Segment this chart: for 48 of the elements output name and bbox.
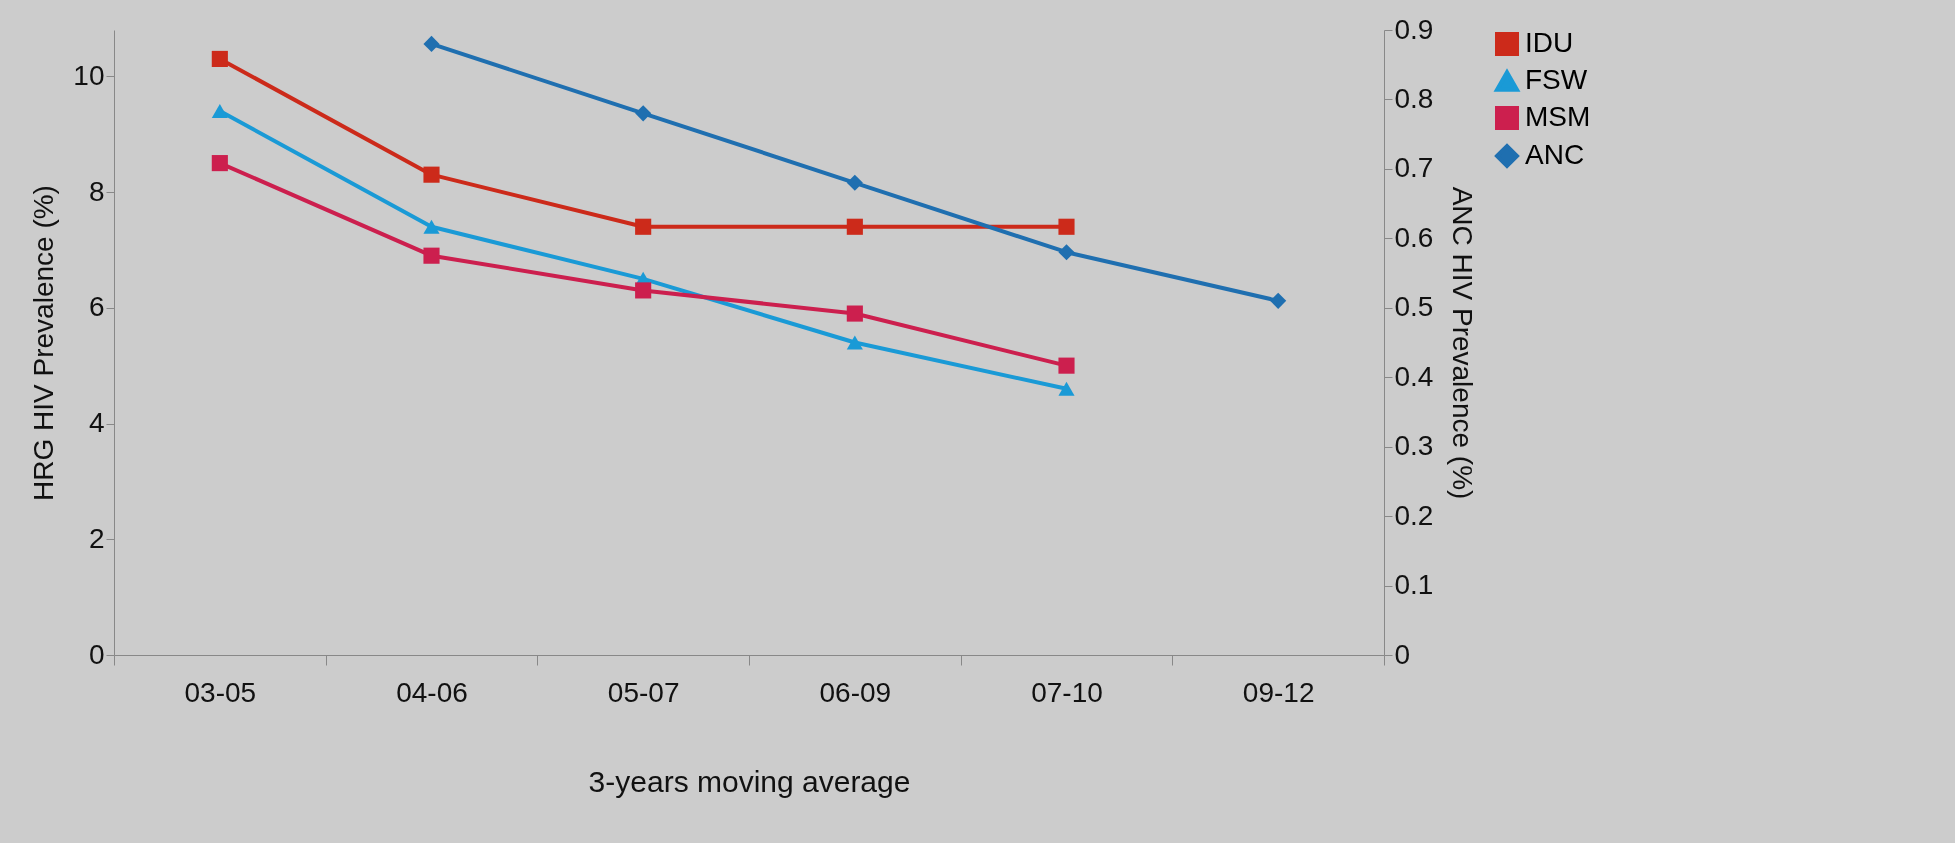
point bbox=[635, 105, 652, 122]
legend-label: MSM bbox=[1525, 101, 1591, 132]
y2-tick-label: 0.1 bbox=[1394, 569, 1434, 601]
y2-tick-label: 0.7 bbox=[1394, 152, 1434, 184]
point bbox=[846, 305, 863, 322]
point bbox=[1058, 244, 1075, 261]
x-tick-label: 07-10 bbox=[1031, 676, 1103, 708]
point bbox=[211, 104, 228, 118]
y2-tick-label: 0.2 bbox=[1394, 499, 1434, 531]
legend-label: FSW bbox=[1525, 64, 1588, 95]
y2-tick-label: 0.8 bbox=[1394, 82, 1434, 114]
legend-label: IDU bbox=[1525, 27, 1574, 58]
y-tick-label: 10 bbox=[73, 59, 105, 91]
x-axis-title: 3-years moving average bbox=[588, 764, 911, 798]
point bbox=[211, 50, 228, 67]
y-tick-label: 6 bbox=[88, 291, 105, 323]
x-tick-label: 06-09 bbox=[819, 676, 892, 708]
y-tick-label: 8 bbox=[88, 175, 105, 207]
y2-axis-title: ANC HIV Prevalence (%) bbox=[1447, 186, 1479, 500]
point bbox=[1270, 292, 1287, 309]
point bbox=[1058, 381, 1075, 396]
x-tick-label: 09-12 bbox=[1242, 676, 1315, 708]
point bbox=[846, 218, 863, 235]
x-tick-label: 05-07 bbox=[607, 676, 680, 708]
y2-tick-label: 0.5 bbox=[1394, 291, 1434, 323]
y2-tick-label: 0.4 bbox=[1394, 360, 1434, 392]
point bbox=[423, 35, 440, 52]
point bbox=[423, 247, 440, 264]
y-axis-title: HRG HIV Prevalence (%) bbox=[28, 185, 60, 501]
y2-tick-label: 0.3 bbox=[1394, 430, 1434, 462]
x-tick-label: 03-05 bbox=[184, 676, 257, 708]
x-tick-label: 04-06 bbox=[396, 676, 468, 708]
point bbox=[423, 219, 440, 234]
point bbox=[211, 155, 228, 172]
y2-tick-label: 0.9 bbox=[1394, 13, 1434, 45]
point bbox=[1058, 218, 1075, 235]
point bbox=[635, 282, 652, 299]
legend-label: ANC bbox=[1525, 139, 1585, 170]
y-tick-label: 2 bbox=[88, 522, 105, 554]
point bbox=[1058, 357, 1075, 374]
point bbox=[423, 166, 440, 183]
y-tick-label: 4 bbox=[88, 407, 105, 439]
y2-tick-label: 0 bbox=[1394, 638, 1411, 670]
y2-tick-label: 0.6 bbox=[1394, 221, 1434, 253]
point bbox=[846, 335, 863, 350]
point bbox=[846, 174, 863, 191]
y-tick-label: 0 bbox=[88, 638, 105, 670]
point bbox=[635, 218, 652, 235]
